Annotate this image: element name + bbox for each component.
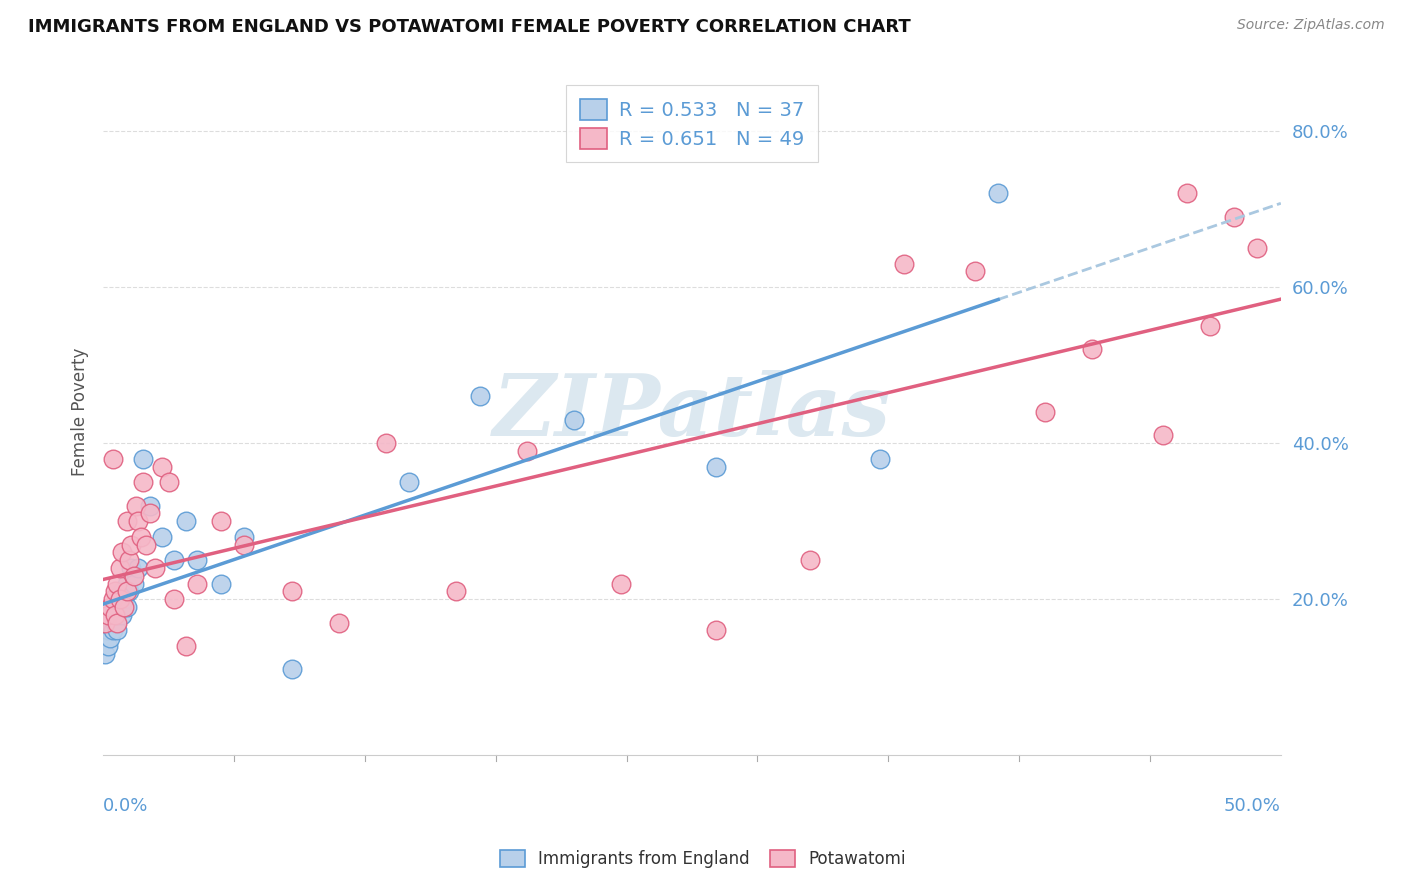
Point bbox=[1175, 186, 1198, 201]
Point bbox=[280, 584, 302, 599]
Legend: R = 0.533   N = 37, R = 0.651   N = 49: R = 0.533 N = 37, R = 0.651 N = 49 bbox=[567, 85, 818, 162]
Point bbox=[104, 584, 127, 599]
Point bbox=[108, 561, 131, 575]
Point bbox=[280, 663, 302, 677]
Point bbox=[135, 538, 157, 552]
Point bbox=[125, 499, 148, 513]
Point bbox=[209, 514, 232, 528]
Point bbox=[157, 475, 180, 490]
Point bbox=[118, 584, 141, 599]
Point bbox=[869, 451, 891, 466]
Text: IMMIGRANTS FROM ENGLAND VS POTAWATOMI FEMALE POVERTY CORRELATION CHART: IMMIGRANTS FROM ENGLAND VS POTAWATOMI FE… bbox=[28, 18, 911, 36]
Point bbox=[104, 600, 127, 615]
Point bbox=[132, 475, 155, 490]
Point bbox=[163, 592, 186, 607]
Point bbox=[120, 561, 142, 575]
Point bbox=[111, 545, 134, 559]
Point bbox=[105, 607, 128, 622]
Point bbox=[143, 561, 166, 575]
Point bbox=[398, 475, 420, 490]
Point bbox=[101, 624, 124, 638]
Point bbox=[127, 561, 149, 575]
Text: ZIPatlas: ZIPatlas bbox=[494, 370, 891, 454]
Point bbox=[562, 413, 585, 427]
Point bbox=[115, 584, 138, 599]
Point bbox=[704, 459, 727, 474]
Point bbox=[468, 389, 491, 403]
Point bbox=[799, 553, 821, 567]
Point bbox=[98, 615, 121, 630]
Point bbox=[122, 576, 145, 591]
Point bbox=[186, 553, 208, 567]
Point bbox=[98, 600, 121, 615]
Point bbox=[893, 257, 915, 271]
Point bbox=[963, 264, 986, 278]
Point bbox=[139, 507, 162, 521]
Point bbox=[105, 624, 128, 638]
Point bbox=[1152, 428, 1174, 442]
Point bbox=[150, 530, 173, 544]
Point bbox=[233, 538, 256, 552]
Point bbox=[104, 615, 127, 630]
Point bbox=[150, 459, 173, 474]
Point bbox=[115, 576, 138, 591]
Point bbox=[111, 584, 134, 599]
Point bbox=[115, 514, 138, 528]
Point bbox=[704, 624, 727, 638]
Point bbox=[101, 451, 124, 466]
Legend: Immigrants from England, Potawatomi: Immigrants from England, Potawatomi bbox=[494, 843, 912, 875]
Point bbox=[97, 639, 120, 653]
Point bbox=[108, 592, 131, 607]
Point bbox=[163, 553, 186, 567]
Point bbox=[186, 576, 208, 591]
Point bbox=[108, 592, 131, 607]
Point bbox=[122, 569, 145, 583]
Point bbox=[174, 514, 197, 528]
Point bbox=[111, 607, 134, 622]
Text: Source: ZipAtlas.com: Source: ZipAtlas.com bbox=[1237, 18, 1385, 32]
Point bbox=[233, 530, 256, 544]
Y-axis label: Female Poverty: Female Poverty bbox=[72, 348, 89, 476]
Point bbox=[104, 607, 127, 622]
Point bbox=[1199, 319, 1222, 334]
Point bbox=[129, 530, 152, 544]
Text: 50.0%: 50.0% bbox=[1225, 797, 1281, 814]
Point bbox=[174, 639, 197, 653]
Point bbox=[94, 647, 117, 661]
Point bbox=[516, 444, 538, 458]
Point bbox=[112, 592, 135, 607]
Point bbox=[1222, 210, 1244, 224]
Point bbox=[105, 576, 128, 591]
Point bbox=[446, 584, 468, 599]
Point bbox=[108, 600, 131, 615]
Point bbox=[1081, 343, 1104, 357]
Text: 0.0%: 0.0% bbox=[103, 797, 149, 814]
Point bbox=[98, 632, 121, 646]
Point bbox=[328, 615, 350, 630]
Point bbox=[118, 553, 141, 567]
Point bbox=[610, 576, 633, 591]
Point bbox=[120, 538, 142, 552]
Point bbox=[987, 186, 1010, 201]
Point bbox=[112, 600, 135, 615]
Point bbox=[101, 592, 124, 607]
Point bbox=[139, 499, 162, 513]
Point bbox=[115, 600, 138, 615]
Point bbox=[374, 436, 396, 450]
Point bbox=[94, 615, 117, 630]
Point bbox=[127, 514, 149, 528]
Point bbox=[101, 607, 124, 622]
Point bbox=[209, 576, 232, 591]
Point bbox=[97, 607, 120, 622]
Point bbox=[97, 624, 120, 638]
Point bbox=[1246, 241, 1268, 255]
Point bbox=[105, 615, 128, 630]
Point bbox=[132, 451, 155, 466]
Point bbox=[1033, 405, 1056, 419]
